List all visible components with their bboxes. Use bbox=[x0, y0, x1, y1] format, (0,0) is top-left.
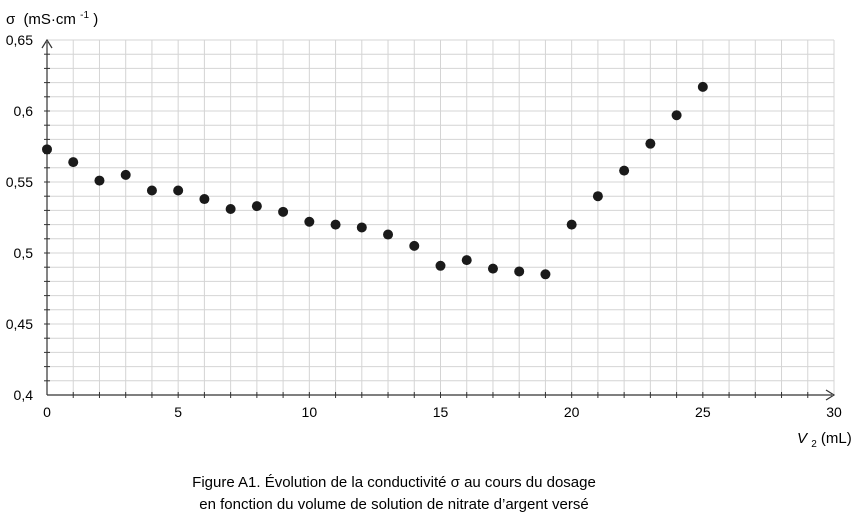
y-tick-label: 0,55 bbox=[6, 174, 33, 190]
x-tick-label: 10 bbox=[302, 404, 318, 420]
grid bbox=[47, 39, 835, 395]
x-tick-label: 20 bbox=[564, 404, 580, 420]
data-point bbox=[619, 165, 630, 176]
data-point bbox=[42, 144, 52, 155]
data-point bbox=[540, 269, 551, 280]
data-point bbox=[251, 201, 262, 212]
y-axis-title: σ (mS·cm -1 ) bbox=[6, 5, 98, 28]
data-point bbox=[94, 175, 105, 186]
y-tick-label: 0,45 bbox=[6, 316, 33, 332]
data-point bbox=[645, 138, 656, 149]
y-axis-exponent: -1 bbox=[80, 10, 89, 21]
x-axis-arrow bbox=[825, 389, 836, 401]
data-point bbox=[199, 194, 210, 205]
x-tick-label: 15 bbox=[433, 404, 449, 420]
y-axis-close: ) bbox=[93, 11, 98, 28]
x-tick-label: 5 bbox=[174, 404, 182, 420]
x-tick-label: 25 bbox=[695, 404, 711, 420]
data-point bbox=[671, 110, 682, 121]
data-point bbox=[330, 219, 341, 230]
data-point bbox=[514, 266, 525, 277]
data-point bbox=[461, 255, 472, 266]
y-axis-unit: (mS·cm bbox=[23, 11, 76, 28]
axes bbox=[41, 38, 836, 401]
data-point bbox=[146, 185, 157, 196]
y-tick-label: 0,6 bbox=[14, 103, 34, 119]
data-point bbox=[304, 216, 315, 227]
tick-labels: 0 5 10 15 20 25 30 0,4 0,45 0,5 0,55 0,6 0,65 bbox=[6, 32, 842, 420]
x-tick-label: 30 bbox=[826, 404, 842, 420]
x-axis-unit: (mL) bbox=[821, 430, 852, 447]
data-point bbox=[487, 263, 498, 274]
x-tick-label: 0 bbox=[43, 404, 51, 420]
data-point bbox=[566, 219, 577, 230]
y-tick-label: 0,5 bbox=[14, 245, 34, 261]
data-point bbox=[592, 191, 603, 202]
data-point bbox=[697, 81, 708, 92]
data-point bbox=[173, 185, 184, 196]
y-axis-symbol: σ bbox=[6, 11, 16, 28]
y-axis-arrow bbox=[41, 38, 53, 49]
y-tick-label: 0,4 bbox=[14, 387, 34, 403]
x-axis-title: V 2 (mL) bbox=[797, 430, 852, 451]
conductivity-chart: 0 5 10 15 20 25 30 0,4 0,45 0,5 0,55 0,6 0,65 σ (mS·… bbox=[6, 5, 852, 451]
data-point bbox=[278, 206, 289, 217]
x-axis-variable: V bbox=[797, 430, 809, 447]
y-tick-label: 0,65 bbox=[6, 32, 33, 48]
data-point bbox=[409, 240, 420, 251]
x-axis-subscript: 2 bbox=[811, 439, 817, 450]
data-points bbox=[42, 81, 708, 280]
data-point bbox=[225, 203, 236, 214]
data-point bbox=[120, 169, 131, 180]
figure-caption-line2: en fonction du volume de solution de nit… bbox=[199, 496, 589, 513]
data-point bbox=[356, 222, 367, 233]
data-point bbox=[435, 260, 446, 271]
figure-caption-line1: Figure A1. Évolution de la conductivité … bbox=[192, 474, 596, 491]
data-point bbox=[383, 229, 394, 240]
data-point bbox=[68, 157, 79, 168]
